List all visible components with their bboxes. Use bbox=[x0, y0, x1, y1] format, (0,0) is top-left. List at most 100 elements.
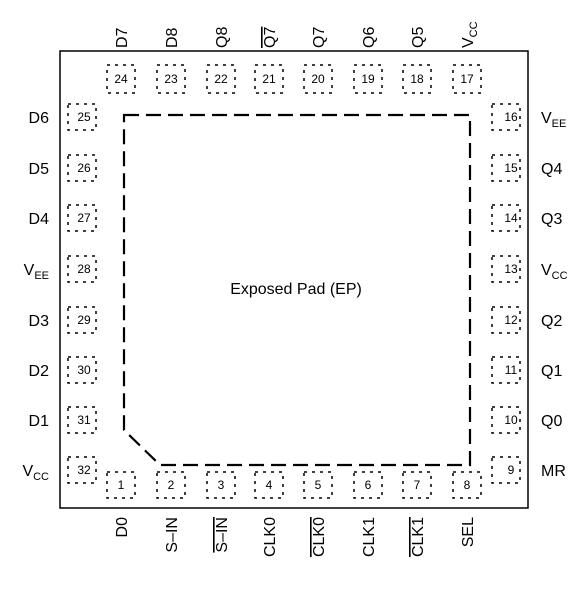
pin-pad-13 bbox=[491, 255, 521, 283]
pin-number-6: 6 bbox=[365, 478, 372, 492]
pin-number-5: 5 bbox=[315, 478, 322, 492]
pin-label-27: D4 bbox=[29, 211, 50, 228]
pin-number-29: 29 bbox=[77, 313, 91, 327]
pin-label-3: S–IN bbox=[214, 517, 231, 553]
pin-pad-16 bbox=[491, 103, 521, 131]
exposed-pad-outline bbox=[122, 113, 472, 467]
pin-pad-1 bbox=[106, 471, 136, 499]
pin-number-19: 19 bbox=[361, 72, 375, 86]
pin-pad-5 bbox=[303, 471, 333, 499]
pin-label-29: D3 bbox=[29, 313, 50, 330]
pin-label-31: D1 bbox=[29, 413, 50, 430]
pin-pad-7 bbox=[402, 471, 432, 499]
pin-label-19: Q6 bbox=[361, 27, 378, 48]
pin-number-13: 13 bbox=[504, 262, 518, 276]
pin-number-11: 11 bbox=[505, 363, 518, 377]
pin-number-8: 8 bbox=[464, 478, 471, 492]
pin-pad-31 bbox=[67, 406, 97, 434]
pin-label-1: D0 bbox=[114, 517, 131, 538]
pin-number-32: 32 bbox=[77, 463, 91, 477]
pin-number-3: 3 bbox=[218, 478, 225, 492]
pin-pad-32 bbox=[67, 456, 97, 484]
pin-label-13: VCC bbox=[541, 262, 568, 282]
pin-number-21: 21 bbox=[262, 72, 276, 86]
pin-label-10: Q0 bbox=[541, 413, 562, 430]
pin-label-32: VCC bbox=[22, 463, 49, 483]
pin-number-7: 7 bbox=[414, 478, 421, 492]
pin-number-26: 26 bbox=[77, 161, 91, 175]
pin-number-15: 15 bbox=[504, 161, 518, 175]
pin-number-31: 31 bbox=[77, 413, 91, 427]
pin-number-23: 23 bbox=[164, 72, 178, 86]
pin-pad-22 bbox=[206, 64, 236, 94]
pin-label-4: CLK0 bbox=[262, 517, 279, 557]
pin-number-27: 27 bbox=[77, 211, 91, 225]
pin-pad-8 bbox=[452, 471, 482, 499]
pin-label-11: Q1 bbox=[541, 363, 562, 380]
pin-pad-25 bbox=[67, 103, 97, 131]
pin-label-17: VCC bbox=[460, 21, 480, 48]
pin-pad-30 bbox=[67, 356, 97, 384]
pin-pad-18 bbox=[402, 64, 432, 94]
pin-pad-28 bbox=[67, 255, 97, 283]
pin-number-12: 12 bbox=[504, 313, 518, 327]
pin-label-16: VEE bbox=[541, 110, 566, 130]
pin-pad-17 bbox=[452, 64, 482, 94]
pin-label-26: D5 bbox=[29, 161, 50, 178]
pin-pad-3 bbox=[206, 471, 236, 499]
pin-label-18: Q5 bbox=[410, 27, 427, 48]
pin-pad-4 bbox=[254, 471, 284, 499]
pin-number-17: 17 bbox=[460, 72, 474, 86]
pin-number-10: 10 bbox=[504, 413, 518, 427]
pin-number-14: 14 bbox=[504, 211, 518, 225]
pin-number-4: 4 bbox=[266, 478, 273, 492]
pin-number-28: 28 bbox=[77, 262, 91, 276]
pin-number-2: 2 bbox=[168, 478, 175, 492]
pin-label-12: Q2 bbox=[541, 313, 562, 330]
pin-label-24: D7 bbox=[114, 27, 131, 48]
pin-pad-12 bbox=[491, 306, 521, 334]
pin-label-21: Q7 bbox=[262, 27, 279, 48]
pin-pad-11 bbox=[491, 356, 521, 384]
pin-number-18: 18 bbox=[410, 72, 424, 86]
pin-label-25: D6 bbox=[29, 110, 50, 127]
pin-number-20: 20 bbox=[311, 72, 325, 86]
pin-pad-14 bbox=[491, 204, 521, 232]
pin-label-7: CLK1 bbox=[410, 517, 427, 557]
pin-pad-10 bbox=[491, 406, 521, 434]
pin-pad-6 bbox=[353, 471, 383, 499]
pin-label-28: VEE bbox=[24, 262, 49, 282]
pin-number-1: 1 bbox=[118, 478, 125, 492]
pin-label-22: Q8 bbox=[214, 27, 231, 48]
pin-label-5: CLK0 bbox=[311, 517, 328, 557]
pin-number-9: 9 bbox=[508, 463, 515, 477]
pin-label-2: S–IN bbox=[164, 517, 181, 553]
pin-pad-26 bbox=[67, 154, 97, 182]
pin-pad-24 bbox=[106, 64, 136, 94]
pin-label-14: Q3 bbox=[541, 211, 562, 228]
pin-number-16: 16 bbox=[504, 110, 518, 124]
pin-pad-2 bbox=[156, 471, 186, 499]
exposed-pad-label: Exposed Pad (EP) bbox=[230, 281, 362, 298]
pin-pad-27 bbox=[67, 204, 97, 232]
pin-number-25: 25 bbox=[77, 110, 91, 124]
pin-label-6: CLK1 bbox=[361, 517, 378, 557]
pin-label-30: D2 bbox=[29, 363, 50, 380]
pin-number-24: 24 bbox=[114, 72, 128, 86]
pin-pad-23 bbox=[156, 64, 186, 94]
pin-label-20: Q7 bbox=[311, 27, 328, 48]
pin-pad-20 bbox=[303, 64, 333, 94]
pin-pad-15 bbox=[491, 154, 521, 182]
pin-label-15: Q4 bbox=[541, 161, 562, 178]
pin-number-30: 30 bbox=[77, 363, 91, 377]
pin-pad-19 bbox=[353, 64, 383, 94]
pin-label-23: D8 bbox=[164, 27, 181, 48]
pins-layer: 24 D7 23 D8 22 Q8 21 Q7 20 Q7 19 Q6 18 Q5 17 VCC 1 D0 2 S–I… bbox=[22, 21, 567, 557]
pin-pad-29 bbox=[67, 306, 97, 334]
pin-label-9: MR bbox=[541, 463, 566, 480]
package-body bbox=[59, 50, 529, 509]
pin-pad-21 bbox=[254, 64, 284, 94]
pin-label-8: SEL bbox=[460, 517, 477, 547]
pin-pad-9 bbox=[491, 456, 521, 484]
